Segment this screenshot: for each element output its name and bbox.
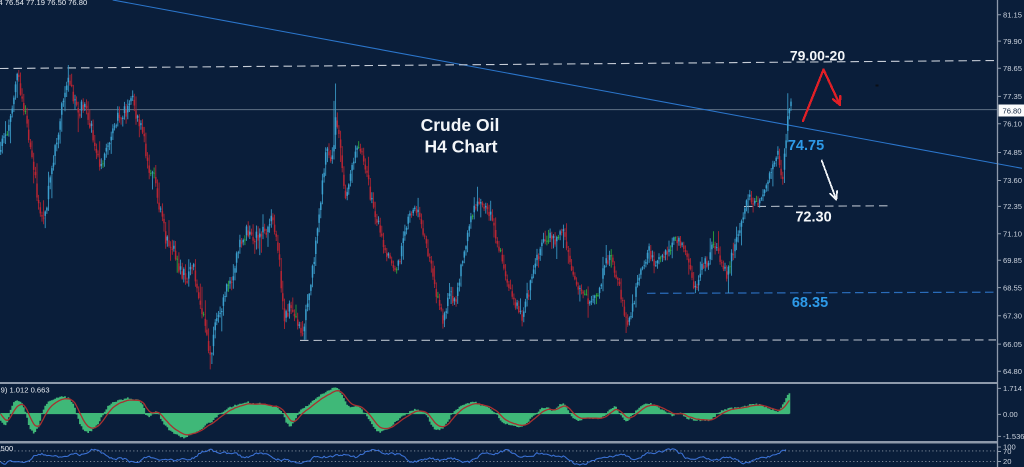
svg-text:20: 20	[1003, 457, 1011, 466]
svg-text:64.80: 64.80	[1003, 367, 1022, 376]
svg-text:68.55: 68.55	[1003, 283, 1022, 292]
svg-text:0.00: 0.00	[1003, 410, 1018, 419]
svg-text:72.30: 72.30	[795, 210, 831, 226]
svg-text:70: 70	[1003, 447, 1011, 456]
svg-text:1.714: 1.714	[1003, 384, 1022, 393]
svg-text:81.15: 81.15	[1003, 10, 1022, 19]
svg-text:77.35: 77.35	[1003, 92, 1022, 101]
svg-text:76.10: 76.10	[1003, 120, 1022, 129]
svg-text:79.90: 79.90	[1003, 37, 1022, 46]
svg-text:71.10: 71.10	[1003, 229, 1022, 238]
svg-text:68.35: 68.35	[792, 295, 828, 311]
svg-text:,9) 1.012 0.663: ,9) 1.012 0.663	[0, 385, 50, 394]
svg-text:78.65: 78.65	[1003, 64, 1022, 73]
svg-text:74.75: 74.75	[788, 138, 824, 154]
svg-text:69.85: 69.85	[1003, 256, 1022, 265]
svg-text:500: 500	[1, 444, 14, 453]
svg-text:74.85: 74.85	[1003, 148, 1022, 157]
svg-text:79.00-20: 79.00-20	[790, 47, 845, 63]
svg-text:100: 100	[1003, 443, 1016, 452]
svg-text:Crude Oil: Crude Oil	[421, 115, 500, 135]
svg-text:72.35: 72.35	[1003, 202, 1022, 211]
svg-text:76.80: 76.80	[1003, 106, 1022, 115]
svg-text:66.05: 66.05	[1003, 340, 1022, 349]
svg-text:H4 Chart: H4 Chart	[425, 137, 498, 157]
svg-text:4 76.54 77.19 76.50 76.80: 4 76.54 77.19 76.50 76.80	[0, 0, 87, 7]
svg-text:67.30: 67.30	[1003, 311, 1022, 320]
svg-text:73.60: 73.60	[1003, 176, 1022, 185]
svg-text:-1.536: -1.536	[1003, 432, 1024, 441]
